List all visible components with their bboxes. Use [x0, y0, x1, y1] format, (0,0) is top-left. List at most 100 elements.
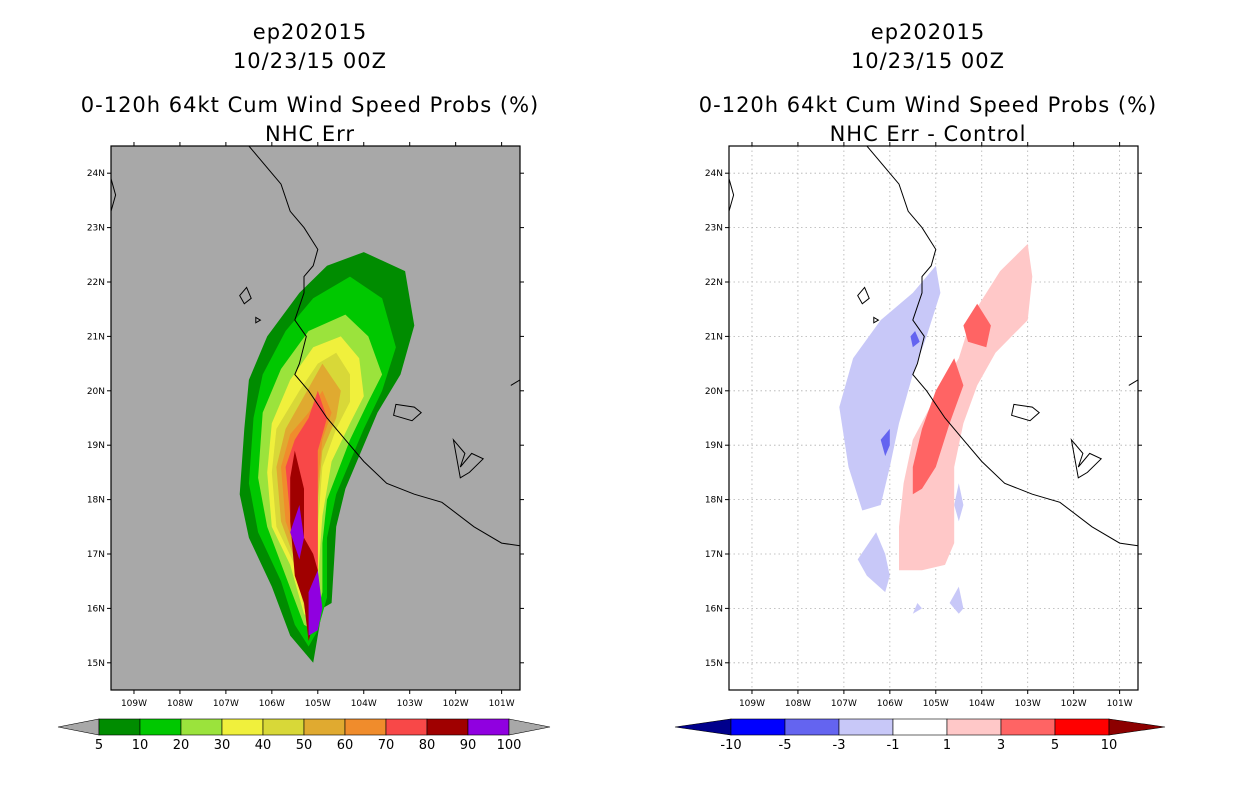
left-xtick-label-3: 106W	[259, 699, 285, 709]
right-xtick-label-2: 107W	[831, 699, 857, 709]
left-xtick-label-7: 102W	[443, 699, 469, 709]
right-valid-time: 10/23/15 00Z	[850, 49, 1006, 73]
right-title-block-2: 0-120h 64kt Cum Wind Speed Probs (%) NHC…	[633, 91, 1223, 149]
left-colorbar-label-10: 100	[497, 738, 522, 753]
left-colorbar-label-6: 60	[337, 738, 354, 753]
right-map-chart: 109W 108W 107W 106W 105W 104W 103W 102W 101W 24N 2…	[674, 142, 1166, 753]
left-colorbar-label-3: 30	[214, 738, 231, 753]
left-colorbar-swatch-9	[467, 718, 510, 736]
left-island-outline-5	[510, 379, 520, 386]
left-valid-time: 10/23/15 00Z	[232, 49, 388, 73]
right-xtick-label-7: 102W	[1061, 699, 1087, 709]
left-colorbar-label-5: 50	[296, 738, 313, 753]
right-colorbar-swatch-2	[838, 718, 894, 736]
left-xtick-label-8: 101W	[489, 699, 515, 709]
right-xtick-label-4: 105W	[923, 699, 949, 709]
left-coastline	[248, 146, 520, 547]
left-colorbar-swatch-3	[221, 718, 264, 736]
left-title-block-2: 0-120h 64kt Cum Wind Speed Probs (%) NHC…	[15, 91, 605, 149]
left-title-block: ep202015 10/23/15 00Z	[15, 18, 605, 76]
left-subtitle: NHC Err	[264, 122, 355, 146]
left-colorbar-label-2: 20	[173, 738, 190, 753]
left-xtick-label-4: 105W	[305, 699, 331, 709]
right-colorbar-label-6: 5	[1051, 738, 1059, 753]
left-xtick-label-5: 104W	[351, 699, 377, 709]
left-colorbar-label-0: 5	[95, 738, 103, 753]
right-colorbar-swatch-0	[730, 718, 786, 736]
left-prob-region-90-10	[308, 570, 323, 636]
left-xtick-label-0: 109W	[121, 699, 147, 709]
right-prob-region--1-2	[954, 483, 964, 522]
right-prob-region--1-1	[857, 532, 890, 593]
right-colorbar-swatch-3	[892, 718, 948, 736]
right-colorbar-label-7: 10	[1101, 738, 1118, 753]
right-ytick-label-9: 15N	[705, 659, 723, 669]
right-product-title: 0-120h 64kt Cum Wind Speed Probs (%)	[698, 93, 1158, 117]
left-colorbar-swatch-5	[303, 718, 346, 736]
right-island-outline-1	[873, 316, 880, 324]
right-island-outline-3	[1070, 438, 1103, 479]
left-ytick-label-9: 15N	[87, 659, 105, 669]
right-ytick-label-2: 22N	[705, 278, 723, 288]
left-colorbar-over-arrow	[508, 718, 551, 736]
right-colorbar-under-arrow	[674, 718, 732, 736]
left-island-outline-0	[239, 286, 252, 305]
right-xtick-label-6: 103W	[1015, 699, 1041, 709]
left-xtick-label-2: 107W	[213, 699, 239, 709]
right-island-outline-4	[729, 178, 735, 212]
left-colorbar-label-8: 80	[419, 738, 436, 753]
right-colorbar-label-0: -10	[720, 738, 741, 753]
right-subtitle: NHC Err - Control	[829, 122, 1027, 146]
left-colorbar-swatch-6	[344, 718, 387, 736]
right-xtick-label-5: 104W	[969, 699, 995, 709]
right-colorbar-label-2: -3	[833, 738, 846, 753]
left-xtick-label-6: 103W	[397, 699, 423, 709]
right-colorbar-label-3: -1	[887, 738, 900, 753]
left-colorbar-swatch-8	[426, 718, 469, 736]
right-colorbar-swatch-5	[1000, 718, 1056, 736]
left-xtick-label-1: 108W	[167, 699, 193, 709]
left-colorbar-swatch-0	[98, 718, 141, 736]
right-ytick-label-5: 19N	[705, 441, 723, 451]
left-prob-region-90-9	[290, 505, 304, 560]
left-ytick-label-7: 17N	[87, 550, 105, 560]
left-storm-id: ep202015	[252, 20, 368, 44]
right-prob-region-3-8	[963, 303, 991, 348]
left-map-frame	[110, 145, 521, 691]
left-colorbar-label-9: 90	[460, 738, 477, 753]
right-colorbar-label-5: 3	[997, 738, 1005, 753]
left-island-outline-2	[393, 403, 422, 422]
left-ytick-label-4: 20N	[87, 387, 105, 397]
left-ytick-label-6: 18N	[87, 496, 105, 506]
left-ytick-label-5: 19N	[87, 441, 105, 451]
right-prob-region--1-4	[912, 603, 922, 614]
right-ytick-label-1: 23N	[705, 224, 723, 234]
left-colorbar-under-arrow	[57, 718, 100, 736]
left-ytick-label-3: 21N	[87, 332, 105, 342]
right-prob-region--1-0	[839, 265, 941, 511]
left-ytick-label-2: 22N	[87, 278, 105, 288]
left-ytick-label-8: 16N	[87, 604, 105, 614]
right-xtick-label-3: 106W	[877, 699, 903, 709]
right-ytick-label-3: 21N	[705, 332, 723, 342]
left-colorbar-label-7: 70	[378, 738, 395, 753]
right-colorbar-swatch-1	[784, 718, 840, 736]
right-prob-region-3-9	[912, 358, 964, 495]
right-colorbar-label-4: 1	[943, 738, 951, 753]
right-colorbar-over-arrow	[1108, 718, 1166, 736]
right-ytick-label-7: 17N	[705, 550, 723, 560]
right-island-outline-0	[857, 286, 870, 305]
right-title-block: ep202015 10/23/15 00Z	[633, 18, 1223, 76]
right-prob-region--3-6	[910, 331, 920, 348]
left-product-title: 0-120h 64kt Cum Wind Speed Probs (%)	[80, 93, 540, 117]
right-prob-region--1-3	[949, 586, 964, 614]
right-ytick-label-0: 24N	[705, 169, 723, 179]
right-ytick-label-6: 18N	[705, 496, 723, 506]
right-colorbar-swatch-4	[946, 718, 1002, 736]
right-colorbar-label-1: -5	[779, 738, 792, 753]
right-xtick-label-0: 109W	[739, 699, 765, 709]
left-map-chart: 109W 108W 107W 106W 105W 104W 103W 102W 101W 24N 2…	[57, 142, 551, 753]
left-colorbar-swatch-4	[262, 718, 305, 736]
left-prob-region-70-7	[285, 390, 327, 603]
left-island-outline-1	[255, 316, 262, 324]
